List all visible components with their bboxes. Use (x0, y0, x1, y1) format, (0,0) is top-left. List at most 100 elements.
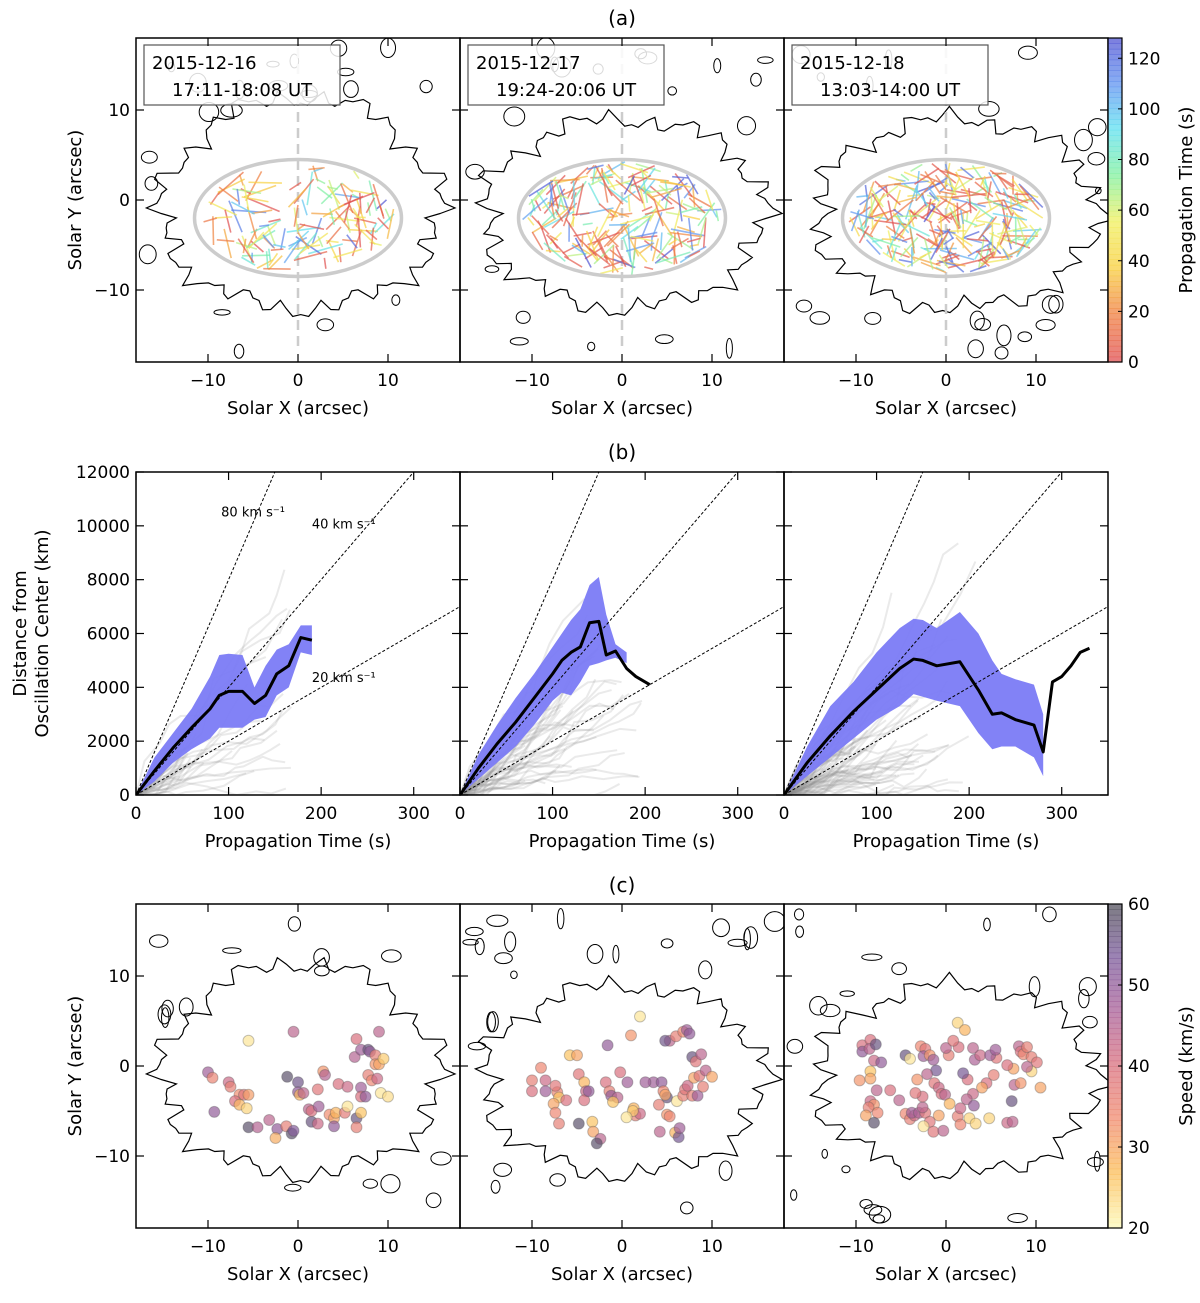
speed-point (224, 1080, 237, 1093)
propagation-track (582, 222, 593, 226)
propagation-track (351, 189, 379, 197)
propagation-track (865, 239, 881, 256)
propagation-track (370, 227, 375, 251)
reference-speed-line (136, 472, 415, 795)
colorbar-segment (1108, 1190, 1122, 1197)
colorbar-segment (1108, 1055, 1122, 1062)
x-tick-label: 300 (397, 804, 429, 824)
contour-blob (149, 934, 169, 948)
individual-track (784, 768, 875, 795)
speed-point (659, 1088, 672, 1101)
speed-point (287, 1025, 300, 1038)
propagation-track (308, 166, 325, 171)
contour-blob (284, 1183, 302, 1192)
contour-blob (362, 1178, 378, 1189)
colorbar-segment (1108, 302, 1122, 309)
contour-blob (861, 953, 883, 961)
propagation-track (885, 225, 905, 240)
propagation-track (545, 174, 566, 196)
propagation-track (687, 217, 694, 251)
colorbar-segment (1108, 259, 1122, 266)
colorbar-segment (1108, 232, 1122, 239)
contour-blob (996, 324, 1012, 347)
propagation-track (376, 199, 388, 210)
colorbar-segment (1108, 1033, 1122, 1040)
x-tick-label: 10 (701, 371, 723, 391)
individual-track (784, 772, 915, 795)
speed-point (539, 1085, 552, 1098)
propagation-track (223, 228, 232, 259)
propagation-track (610, 201, 622, 222)
x-tick-label: 300 (721, 804, 753, 824)
colorbar-segment (1108, 1103, 1122, 1110)
speed-point (927, 1125, 940, 1138)
speed-point (951, 1016, 964, 1029)
colorbar-segment (1108, 1006, 1122, 1013)
propagation-track (365, 197, 376, 214)
propagation-track (915, 233, 939, 248)
propagation-track (909, 209, 918, 220)
propagation-track (634, 247, 648, 263)
propagation-track (928, 229, 942, 236)
individual-track (784, 749, 936, 795)
contour-blob (795, 925, 805, 938)
colorbar-segment (1108, 1168, 1122, 1175)
propagation-track (896, 196, 917, 204)
propagation-track (291, 244, 321, 251)
individual-track (136, 757, 200, 795)
speed-point (659, 1034, 672, 1047)
propagation-track (365, 229, 378, 241)
propagation-track (575, 183, 584, 216)
colorbar-segment (1108, 1076, 1122, 1083)
individual-track (136, 752, 189, 795)
propagation-track (697, 217, 707, 245)
reference-speed-line (460, 606, 784, 795)
propagation-track (572, 179, 576, 209)
colorbar-segment (1108, 356, 1122, 363)
speed-point (904, 1052, 916, 1065)
propagation-track (646, 187, 674, 194)
propagation-track (315, 178, 326, 185)
speed-point (652, 1098, 665, 1111)
contour-blob (1082, 1015, 1098, 1029)
contour-blob (725, 337, 733, 359)
propagation-track (543, 242, 566, 262)
sunspot-contour (809, 105, 1108, 315)
colorbar-segment (1108, 329, 1122, 336)
propagation-track (243, 184, 277, 198)
colorbar-segment (1108, 200, 1122, 206)
propagation-track (892, 208, 904, 218)
propagation-track (562, 243, 581, 254)
propagation-track (297, 232, 310, 250)
propagation-track (251, 209, 273, 215)
colorbar-segment (1108, 291, 1122, 298)
propagation-track (541, 227, 552, 253)
contour-blob (795, 299, 813, 313)
y-tick-label: 10000 (76, 517, 130, 537)
individual-track (460, 749, 618, 795)
individual-track (784, 754, 913, 795)
colorbar-segment (1108, 48, 1122, 55)
individual-track (784, 767, 824, 795)
contour-blob (503, 106, 526, 127)
colorbar-segment (1108, 1098, 1122, 1105)
contour-blob (1028, 976, 1041, 998)
individual-track (460, 714, 605, 795)
propagation-track (951, 197, 986, 208)
plot-area (460, 472, 784, 795)
propagation-track (545, 234, 570, 259)
propagation-track (293, 250, 328, 262)
y-axis-label-line2: Oscillation Center (km) (32, 530, 53, 738)
speed-point (549, 1106, 562, 1119)
individual-track (460, 693, 630, 795)
individual-track (460, 764, 561, 795)
x-tick-label: 10 (701, 1237, 723, 1257)
speed-point (242, 1088, 255, 1101)
c-subpanel-2: −10 0 10 Solar X (arcsec) (459, 903, 785, 1285)
propagation-track (288, 181, 302, 191)
propagation-track (682, 214, 701, 221)
contour-blob (425, 1192, 442, 1209)
colorbar-segment (1108, 86, 1122, 93)
x-tick-label: −10 (190, 371, 226, 391)
y-axis-label-line1: Distance from (10, 570, 31, 696)
